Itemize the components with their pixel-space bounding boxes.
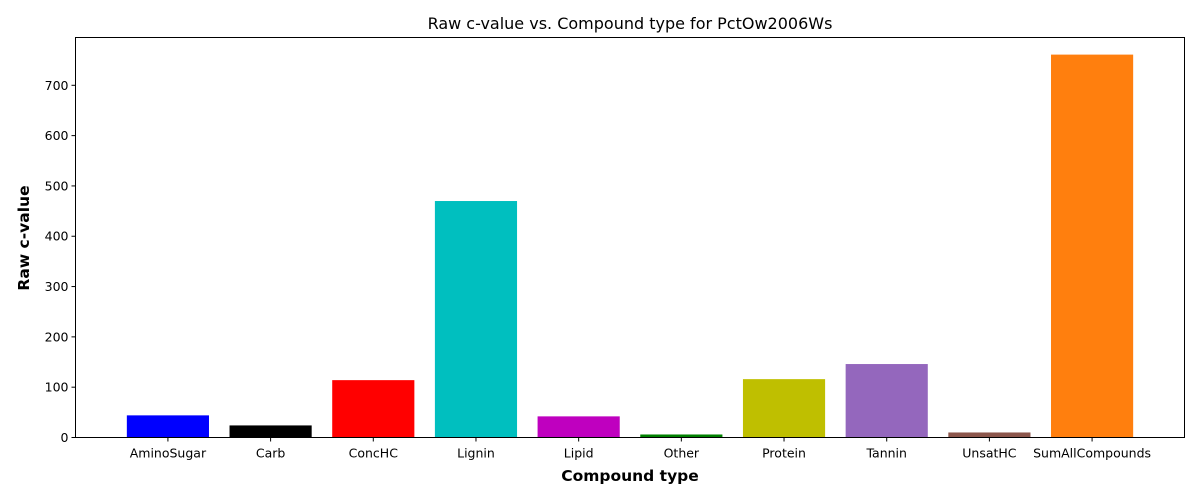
x-tick-label: Tannin bbox=[865, 446, 906, 461]
y-tick-label: 100 bbox=[45, 380, 69, 395]
x-tick-label: SumAllCompounds bbox=[1033, 446, 1151, 461]
y-tick-label: 500 bbox=[45, 178, 69, 193]
x-axis-label: Compound type bbox=[561, 467, 699, 485]
bar-tannin bbox=[845, 364, 928, 438]
x-tick-label: Other bbox=[664, 446, 700, 461]
bar-sumallcompounds bbox=[1051, 54, 1134, 438]
x-tick-label: Lipid bbox=[564, 446, 594, 461]
y-tick-label: 200 bbox=[45, 329, 69, 344]
y-tick-label: 0 bbox=[61, 430, 69, 445]
bar-aminosugar bbox=[126, 415, 209, 438]
bar-protein bbox=[742, 379, 826, 438]
y-tick-label: 700 bbox=[45, 78, 69, 93]
y-tick-label: 600 bbox=[45, 128, 69, 143]
bar-lignin bbox=[434, 201, 518, 438]
x-tick-label: UnsatHC bbox=[962, 446, 1017, 461]
y-axis-label: Raw c-value bbox=[15, 185, 33, 290]
y-tick-label: 300 bbox=[45, 279, 69, 294]
bars-group bbox=[126, 54, 1134, 438]
x-tick-label: ConcHC bbox=[349, 446, 399, 461]
x-tick-label: Protein bbox=[762, 446, 806, 461]
plot-frame bbox=[75, 37, 1185, 438]
chart-title: Raw c-value vs. Compound type for PctOw2… bbox=[428, 14, 833, 33]
bar-unsathc bbox=[948, 432, 1031, 438]
y-tick-label: 400 bbox=[45, 229, 69, 244]
bar-carb bbox=[229, 425, 312, 438]
bar-conchc bbox=[332, 380, 415, 438]
bar-other bbox=[640, 434, 723, 438]
x-tick-label: Carb bbox=[256, 446, 286, 461]
x-axis-ticks: AminoSugar Carb ConcHC Lignin Lipid Other Prot… bbox=[130, 437, 1151, 461]
x-tick-label: Lignin bbox=[457, 446, 495, 461]
y-axis-ticks: 0 100 200 300 400 500 600 700 bbox=[45, 78, 76, 445]
x-tick-label: AminoSugar bbox=[130, 446, 207, 461]
bar-lipid bbox=[537, 416, 620, 438]
